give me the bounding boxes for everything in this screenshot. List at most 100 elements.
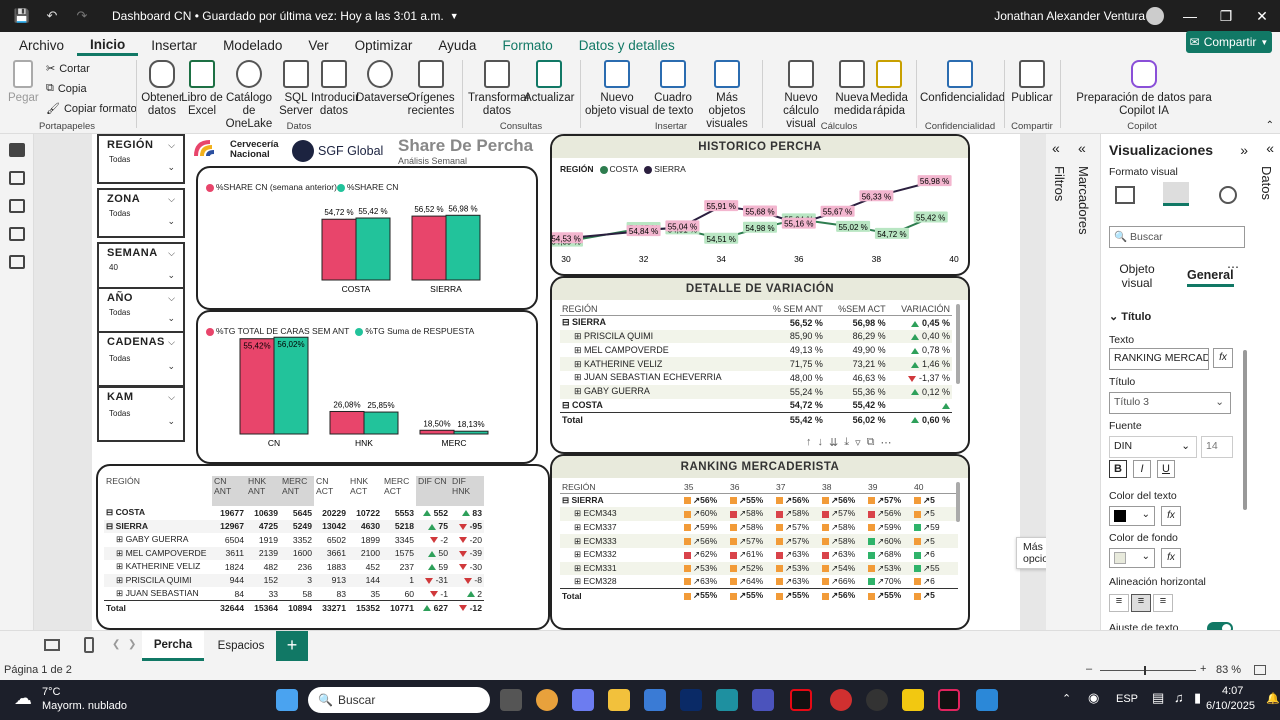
table-row[interactable]: ⊞ ECM337 ↗59% ↗58% ↗57% ↗58% ↗59% ↗59 xyxy=(560,520,958,535)
underline-button[interactable]: U xyxy=(1157,460,1175,478)
collapse-filters-icon[interactable]: « xyxy=(1052,140,1060,156)
heading-select[interactable]: Título 3 ⌄ xyxy=(1109,392,1231,414)
legend-item[interactable]: %SHARE CN (semana anterior) xyxy=(206,182,337,192)
wifi-icon[interactable]: ▤ xyxy=(1152,690,1165,705)
table-row[interactable]: ⊟ COSTA 54,72 % 55,42 % xyxy=(560,398,952,413)
title-dropdown-icon[interactable]: ▼ xyxy=(449,11,459,21)
fx-button[interactable]: fx xyxy=(1213,348,1233,368)
clock-date[interactable]: 6/10/2025 xyxy=(1206,700,1255,712)
slicer-value[interactable]: Todas xyxy=(109,354,131,363)
scrollbar[interactable] xyxy=(956,482,960,522)
column-header[interactable]: 35 xyxy=(684,481,694,492)
slicer-value[interactable]: Todas xyxy=(109,308,131,317)
expand-icon[interactable]: ⊟ xyxy=(562,317,570,328)
table-row[interactable]: ⊟ SIERRA 56,52 % 56,98 % 0,45 % xyxy=(560,315,952,330)
expand-icon[interactable]: ⊞ xyxy=(574,508,582,519)
column-header[interactable]: CN ANT xyxy=(212,476,246,506)
more-options-icon[interactable]: ⋯ xyxy=(880,437,892,449)
excel-button[interactable]: Libro de Excel xyxy=(180,60,224,118)
weather-icon[interactable]: ☁ xyxy=(14,688,32,708)
expand-next-icon[interactable]: ⤓ xyxy=(844,436,850,448)
drill-up-icon[interactable]: ↑ xyxy=(806,436,812,448)
format-visual-icon[interactable] xyxy=(1163,182,1189,206)
totals-table-card[interactable]: REGIÓN CN ANT HNK ANT MERC ANT CN ACT HNK ACT… xyxy=(96,464,550,630)
expand-icon[interactable]: ⊞ xyxy=(116,574,124,585)
slicer-value[interactable]: Todas xyxy=(109,209,131,218)
language-indicator[interactable]: ESP xyxy=(1116,693,1139,705)
text-box-button[interactable]: Cuadro de texto xyxy=(648,60,698,118)
table-row[interactable]: ⊟ COSTA 19677 10639 5645 20229 10722 5553 552 … xyxy=(104,506,484,520)
undo-icon[interactable]: ↶ xyxy=(46,8,58,23)
expand-icon[interactable]: ⊞ xyxy=(574,576,582,587)
window-title[interactable]: Dashboard CN • Guardado por última vez: … xyxy=(112,9,444,23)
table-view-icon[interactable] xyxy=(8,171,25,185)
recent-sources-button[interactable]: Orígenes recientes xyxy=(404,60,458,118)
table-row[interactable]: ⊟ SIERRA ↗56% ↗55% ↗56% ↗56% ↗57% ↗5 xyxy=(560,493,958,508)
filter-icon[interactable]: ▿ xyxy=(855,437,861,449)
data-pane-tab[interactable]: Datos xyxy=(1259,166,1274,200)
expand-icon[interactable]: ⊟ xyxy=(106,520,114,531)
slicer-kam[interactable]: KAM ⌵ Todas ⌄ xyxy=(97,386,185,442)
expand-icon[interactable]: ⊞ xyxy=(574,344,582,355)
share-chart-card[interactable]: %SHARE CN (semana anterior) %SHARE CN 54… xyxy=(196,166,538,310)
format-painter-button[interactable]: 🖌 Copiar formato xyxy=(46,102,137,116)
sql-server-button[interactable]: SQL Server xyxy=(279,60,313,118)
tab-archivo[interactable]: Archivo xyxy=(19,38,65,53)
column-header[interactable]: 39 xyxy=(868,481,878,492)
tab-objeto-visual[interactable]: Objeto visual xyxy=(1119,262,1155,290)
taskbar-search[interactable]: 🔍 Buscar xyxy=(308,687,490,713)
app-icon[interactable] xyxy=(830,689,852,711)
legend-item[interactable]: %TG Suma de RESPUESTA xyxy=(355,326,474,336)
tab-datos-detalles[interactable]: Datos y detalles xyxy=(578,38,675,53)
table-row[interactable]: ⊞ JUAN SEBASTIAN 84 33 58 83 35 60 -1 2 xyxy=(104,587,484,601)
fit-page-icon[interactable] xyxy=(1254,665,1266,675)
dropdown-icon[interactable]: ⌄ xyxy=(167,216,175,226)
expand-icon[interactable]: ⊞ xyxy=(574,372,582,383)
slicer-value[interactable]: 40 xyxy=(109,263,118,272)
volume-icon[interactable]: ♫ xyxy=(1174,690,1184,705)
slicer-region[interactable]: REGIÓN ⌵ Todas ⌄ xyxy=(97,134,185,184)
slicer-cadenas[interactable]: CADENAS ⌵ Todas ⌄ xyxy=(97,331,185,387)
windows-start-icon[interactable] xyxy=(276,689,298,711)
zoom-out-icon[interactable]: – xyxy=(1086,663,1093,675)
focus-mode-icon[interactable]: ⧉ xyxy=(866,436,875,448)
expand-icon[interactable]: ⊞ xyxy=(574,386,582,397)
dataverse-button[interactable]: Dataverse xyxy=(356,60,408,105)
tray-overflow-icon[interactable]: ⌃ xyxy=(1062,693,1072,705)
table-row[interactable]: ⊞ KATHERINE VELIZ 71,75 % 73,21 % 1,46 % xyxy=(560,357,952,371)
column-header[interactable]: 38 xyxy=(822,481,832,492)
avatar[interactable] xyxy=(1146,7,1164,25)
table-row[interactable]: ⊞ MEL CAMPOVERDE 49,13 % 49,90 % 0,78 % xyxy=(560,343,952,358)
table-row[interactable]: ⊞ ECM343 ↗60% ↗58% ↗58% ↗57% ↗56% ↗5 xyxy=(560,507,958,521)
bold-button[interactable]: B xyxy=(1109,460,1127,478)
collapse-bookmarks-icon[interactable]: « xyxy=(1078,140,1086,156)
align-left-button[interactable]: ≡ xyxy=(1109,594,1129,612)
column-header[interactable]: CN ACT xyxy=(314,476,348,506)
expand-data-icon[interactable]: « xyxy=(1266,140,1274,156)
explorer-icon[interactable] xyxy=(608,689,630,711)
column-header[interactable]: MERC ANT xyxy=(280,476,314,506)
bookmarks-pane-tab[interactable]: Marcadores xyxy=(1076,166,1091,235)
italic-button[interactable]: I xyxy=(1133,460,1151,478)
collapse-viz-icon[interactable]: » xyxy=(1240,142,1248,158)
expand-icon[interactable]: ⊞ xyxy=(574,535,582,546)
expand-icon[interactable]: ⊞ xyxy=(116,534,124,545)
expand-icon[interactable]: ⊞ xyxy=(574,358,582,369)
tab-ver[interactable]: Ver xyxy=(308,38,329,53)
tab-ayuda[interactable]: Ayuda xyxy=(438,38,477,53)
tmdl-view-icon[interactable] xyxy=(8,255,25,269)
prev-page-icon[interactable]: ❮ xyxy=(112,639,121,650)
filters-pane-tab[interactable]: Filtros xyxy=(1052,166,1067,202)
caras-chart-card[interactable]: %TG TOTAL DE CARAS SEM ANT %TG Suma de R… xyxy=(196,310,538,464)
slicer-ano[interactable]: AÑO ⌵ Todas ⌄ xyxy=(97,287,185,333)
app-icon[interactable] xyxy=(866,689,888,711)
column-header[interactable]: HNK ANT xyxy=(246,476,280,506)
column-header[interactable]: DIF CN xyxy=(416,476,450,506)
share-bar-chart[interactable]: 54,72 % 55,42 % COSTA 56,52 % 56,98 % SIERRA xyxy=(198,168,536,308)
historico-card[interactable]: HISTORICO PERCHA REGIÓN COSTA SIERRA 54,… xyxy=(550,134,970,276)
section-titulo[interactable]: ⌄ Título xyxy=(1109,310,1151,323)
desktop-layout-icon[interactable] xyxy=(44,639,60,651)
task-view-icon[interactable] xyxy=(500,689,522,711)
dropdown-icon[interactable]: ⌄ xyxy=(167,313,175,323)
table-row[interactable]: ⊞ GABY GUERRA 55,24 % 55,36 % 0,12 % xyxy=(560,384,952,399)
